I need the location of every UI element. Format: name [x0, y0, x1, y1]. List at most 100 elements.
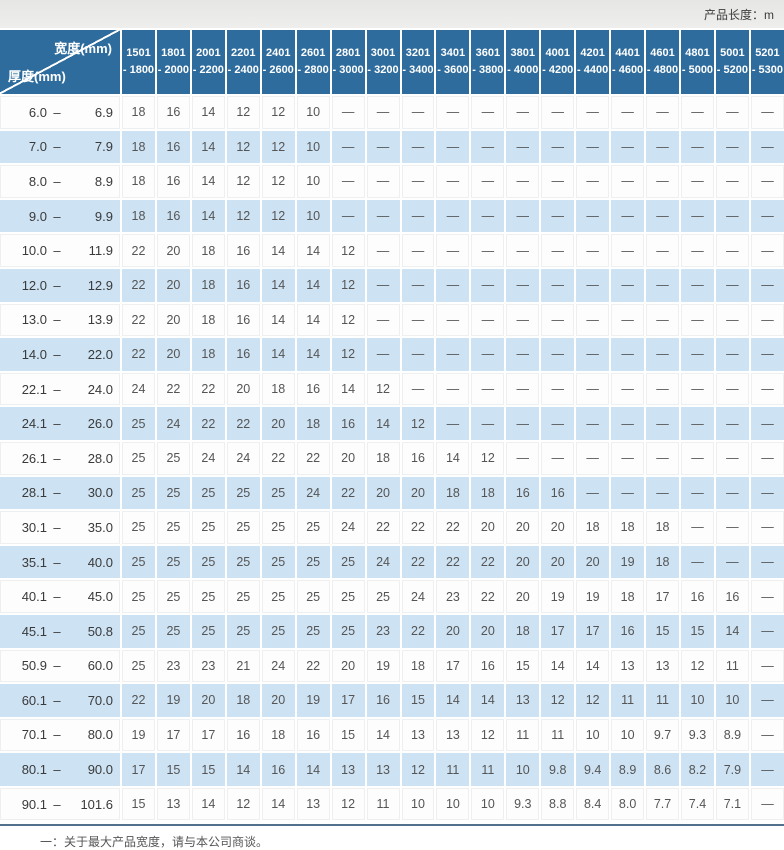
value-cell-empty: — [541, 96, 575, 129]
col-header-line1: 2601 [300, 46, 326, 59]
value-cell-empty: — [506, 407, 540, 440]
col-header-7: 2801 - 3000 [331, 30, 365, 94]
table-row: 90.1–101.6 15 13 14 12 14 13 12 11 10 10 10 9.3 8.8 8.… [0, 787, 784, 821]
value-cell-empty: — [576, 165, 610, 198]
value-cell-empty: — [750, 372, 784, 406]
value-cell: 14 [296, 268, 330, 302]
value-cell-empty: — [436, 199, 470, 233]
row-label-part: 12.9 [87, 277, 113, 293]
value-cell: 10 [681, 684, 714, 717]
value-cell: 12 [681, 649, 714, 683]
row-label-part: 13.0 [21, 312, 47, 328]
value-cell: 24 [331, 511, 365, 544]
value-cell: 12 [401, 753, 435, 786]
value-cell-empty: — [611, 165, 645, 198]
value-cell: 25 [122, 580, 155, 613]
row-label-part: 70.1 [21, 727, 47, 743]
value-cell: 8.6 [646, 753, 679, 786]
value-cell: 9.7 [646, 718, 679, 752]
value-cell: 18 [506, 614, 540, 648]
value-cell-empty: — [366, 338, 400, 371]
row-label: 8.0– 8.9 [0, 165, 120, 198]
value-cell-empty: — [471, 372, 505, 406]
value-cell: 20 [191, 684, 225, 717]
value-cell-empty: — [750, 199, 784, 233]
value-cell: 22 [436, 511, 470, 544]
table-row: 9.0–9.9 18 16 14 12 12 10— — — — — — — — — — — — — [0, 199, 784, 233]
col-header-9: 3201 - 3400 [401, 30, 435, 94]
value-cell: 16 [156, 199, 190, 233]
col-header-line2: - 5200 [716, 64, 748, 76]
row-label-part: 30.1 [21, 519, 47, 535]
value-cell: 9.3 [681, 718, 714, 752]
value-cell-empty: — [506, 268, 540, 302]
value-cell: 9.3 [506, 787, 540, 821]
row-label: 35.1– 40.0 [0, 545, 120, 579]
value-cell: 24 [226, 441, 260, 475]
value-cell-empty: — [576, 268, 610, 302]
value-cell: 11 [715, 649, 749, 683]
row-label-part: – [53, 589, 61, 605]
value-cell: 20 [261, 407, 295, 440]
value-cell: 20 [156, 303, 190, 337]
value-cell-empty: — [576, 96, 610, 129]
row-label: 30.1– 35.0 [0, 511, 120, 544]
value-cell: 18 [191, 268, 225, 302]
col-header-line2: - 2000 [157, 64, 189, 76]
value-cell: 25 [331, 545, 365, 579]
value-cell: 16 [296, 372, 330, 406]
value-cell-empty: — [681, 165, 714, 198]
value-cell: 16 [226, 338, 260, 371]
value-cell: 12 [226, 199, 260, 233]
table-row: 40.1–45.0 25 25 25 25 25 25 25 25 24 23 22 20 19 19 18 1… [0, 580, 784, 613]
value-cell: 14 [366, 407, 400, 440]
value-cell: 25 [156, 580, 190, 613]
value-cell-empty: — [646, 441, 679, 475]
value-cell-empty: — [611, 372, 645, 406]
row-label-part: – [53, 173, 61, 189]
value-cell-empty: — [506, 199, 540, 233]
col-header-4: 2201 - 2400 [226, 30, 260, 94]
value-cell: 8.8 [541, 787, 575, 821]
value-cell: 18 [646, 545, 679, 579]
value-cell: 13 [401, 718, 435, 752]
spec-table: 宽度(mm) 厚度(mm) 1501 - 1800 1801 - 2000 2001 - … [0, 28, 784, 822]
value-cell-empty: — [750, 130, 784, 164]
row-label-part: – [53, 139, 61, 155]
value-cell: 23 [436, 580, 470, 613]
value-cell: 14 [261, 787, 295, 821]
value-cell: 17 [191, 718, 225, 752]
row-label-part: 26.1 [21, 450, 47, 466]
value-cell: 8.0 [611, 787, 645, 821]
col-header-line1: 4001 [545, 46, 570, 59]
value-cell: 20 [366, 476, 400, 510]
value-cell-empty: — [611, 234, 645, 267]
value-cell: 25 [122, 511, 155, 544]
value-cell-empty: — [331, 199, 365, 233]
row-label: 70.1– 80.0 [0, 718, 120, 752]
value-cell: 13 [436, 718, 470, 752]
table-row: 45.1–50.8 25 25 25 25 25 25 25 23 22 20 20 18 17 17 16 1… [0, 614, 784, 648]
value-cell-empty: — [681, 441, 714, 475]
table-row: 6.0–6.9 18 16 14 12 12 10— — — — — — — — — — — — — [0, 96, 784, 129]
value-cell: 16 [156, 165, 190, 198]
value-cell: 14 [296, 234, 330, 267]
table-row: 26.1–28.0 25 25 24 24 22 22 20 18 16 14 12— — — — — — — — [0, 441, 784, 475]
col-header-line1: 1501 [126, 46, 151, 59]
col-header-line1: 5201 [755, 46, 780, 59]
row-label-part: 101.6 [80, 796, 113, 812]
value-cell-empty: — [681, 303, 714, 337]
row-label: 90.1– 101.6 [0, 787, 120, 821]
value-cell-empty: — [681, 199, 714, 233]
row-label-part: 28.0 [87, 450, 113, 466]
value-cell: 7.1 [715, 787, 749, 821]
row-label-part: – [53, 208, 61, 224]
value-cell-empty: — [366, 96, 400, 129]
col-header-line1: 3401 [440, 46, 466, 59]
value-cell: 10 [611, 718, 645, 752]
col-header-line2: - 2400 [227, 64, 259, 76]
value-cell-empty: — [715, 476, 749, 510]
row-label-part: 6.0 [28, 104, 47, 120]
value-cell: 22 [261, 441, 295, 475]
col-header-line2: - 3600 [437, 64, 469, 76]
